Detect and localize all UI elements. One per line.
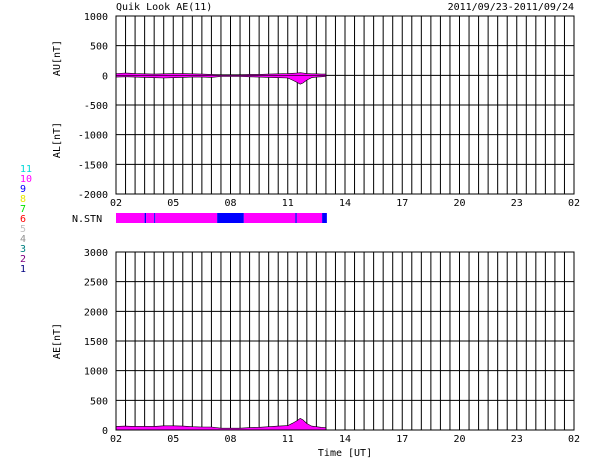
au-al-xtick-label: 11 xyxy=(282,198,294,209)
ae-xtick-label: 20 xyxy=(453,434,465,445)
nstn-segment xyxy=(144,213,147,223)
nstn-bar xyxy=(116,213,327,223)
ae-xtick-label: 23 xyxy=(511,434,523,445)
au-al-xtick-label: 05 xyxy=(167,198,179,209)
au-al-ytick-label: -1500 xyxy=(78,160,108,171)
legend-item-8: 8 xyxy=(20,194,26,205)
ae-ytick-label: 1000 xyxy=(84,367,108,378)
nstn-label: N.STN xyxy=(72,214,102,225)
nstn-segment xyxy=(116,213,145,223)
ae-xtick-label: 11 xyxy=(282,434,294,445)
nstn-segment xyxy=(295,213,297,223)
legend-item-3: 3 xyxy=(20,244,26,255)
ae-xtick-label: 02 xyxy=(568,434,580,445)
legend-item-1: 1 xyxy=(20,264,26,275)
au-al-series-0 xyxy=(115,72,327,76)
nstn-segment xyxy=(146,213,155,223)
ae-axis-label: AE[nT] xyxy=(52,323,63,359)
nstn-segment xyxy=(217,213,244,223)
legend-item-6: 6 xyxy=(20,214,26,225)
ae-xtick-label: 14 xyxy=(339,434,351,445)
legend-item-4: 4 xyxy=(20,234,26,245)
au-al-xtick-label: 17 xyxy=(396,198,408,209)
au-al-frame xyxy=(115,15,575,195)
legend-item-10: 10 xyxy=(20,174,32,185)
time-axis-label: Time [UT] xyxy=(318,448,372,459)
au-al-xtick-label: 20 xyxy=(453,198,465,209)
au-al-series-1 xyxy=(115,75,327,85)
ae-series-0 xyxy=(115,418,327,431)
ae-ytick-label: 2500 xyxy=(84,278,108,289)
au-al-ytick-label: 1000 xyxy=(84,12,108,23)
ae-xtick-label: 17 xyxy=(396,434,408,445)
nstn-segment xyxy=(296,213,323,223)
nstn-segment xyxy=(322,213,327,223)
au-al-xtick-label: 23 xyxy=(511,198,523,209)
date-range: 2011/09/23-2011/09/24 xyxy=(448,2,574,13)
au-al-ytick-label: -1000 xyxy=(78,131,108,142)
legend-item-9: 9 xyxy=(20,184,26,195)
au-axis-label: AU[nT] xyxy=(52,40,63,76)
au-al-ytick-label: 0 xyxy=(102,71,108,82)
ae-frame xyxy=(115,251,575,431)
ae-xtick-label: 02 xyxy=(110,434,122,445)
au-al-xtick-label: 08 xyxy=(224,198,236,209)
ae-ytick-label: 0 xyxy=(102,426,108,437)
au-al-xtick-label: 02 xyxy=(568,198,580,209)
legend-item-7: 7 xyxy=(20,204,26,215)
ae-ytick-label: 500 xyxy=(90,396,108,407)
legend-item-5: 5 xyxy=(20,224,26,235)
au-al-ytick-label: -2000 xyxy=(78,190,108,201)
au-al-xtick-label: 14 xyxy=(339,198,351,209)
au-al-ytick-label: -500 xyxy=(84,101,108,112)
ae-xtick-label: 05 xyxy=(167,434,179,445)
ae-ytick-label: 1500 xyxy=(84,337,108,348)
legend-item-11: 11 xyxy=(20,164,32,175)
au-al-ytick-label: 500 xyxy=(90,42,108,53)
au-al-xtick-label: 02 xyxy=(110,198,122,209)
nstn-segment xyxy=(155,213,218,223)
nstn-segment xyxy=(243,213,296,223)
ae-ytick-label: 2000 xyxy=(84,307,108,318)
ae-ytick-label: 3000 xyxy=(84,248,108,259)
ae-xtick-label: 08 xyxy=(224,434,236,445)
al-axis-label: AL[nT] xyxy=(52,122,63,158)
legend-item-2: 2 xyxy=(20,254,26,265)
figure-title: Quik Look AE(11) xyxy=(116,2,212,13)
nstn-segment xyxy=(154,213,156,223)
